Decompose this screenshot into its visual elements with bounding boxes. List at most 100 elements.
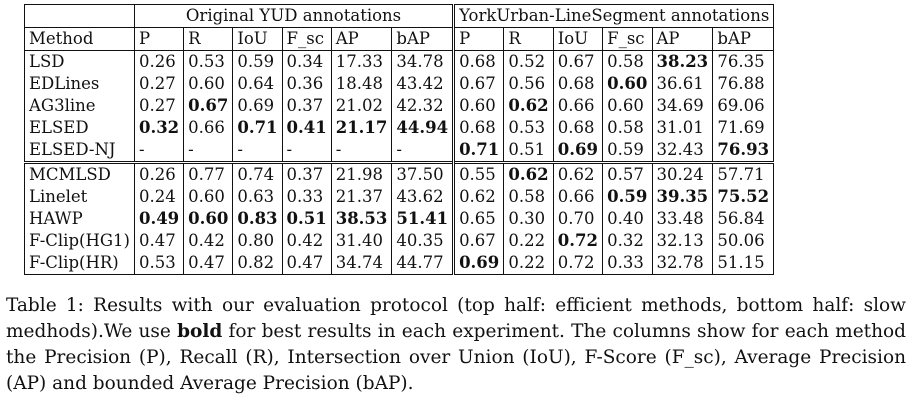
value-cell: 0.62 xyxy=(503,95,554,117)
value-cell: 0.62 xyxy=(503,161,554,186)
value-cell: 0.69 xyxy=(232,95,283,117)
column-header: bAP xyxy=(391,27,454,51)
value-cell: - xyxy=(232,139,283,163)
value-cell: 0.51 xyxy=(503,139,554,163)
value-cell: 34.74 xyxy=(330,252,392,275)
method-cell: AG3line xyxy=(29,96,96,115)
value-cell: 0.63 xyxy=(232,186,283,208)
column-header: R xyxy=(183,27,233,51)
table-row: LSD 0.26 0.53 0.59 0.34 17.33 34.78 0.68 0.52 0.6… xyxy=(24,50,774,73)
method-cell: Linelet xyxy=(29,187,88,206)
value-cell: 32.78 xyxy=(651,252,713,275)
value-cell: 0.66 xyxy=(552,95,603,117)
value-cell: 0.62 xyxy=(452,186,504,208)
caption-bold-word: bold xyxy=(177,321,223,342)
value-cell: 0.27 xyxy=(133,73,184,95)
value-cell: 0.32 xyxy=(133,117,184,139)
value-cell: 0.60 xyxy=(183,186,233,208)
value-cell: 56.84 xyxy=(712,208,774,230)
value-cell: 32.43 xyxy=(651,139,713,163)
value-cell: 0.51 xyxy=(281,208,332,230)
method-cell: ELSED-NJ xyxy=(29,140,116,159)
value-cell: 0.68 xyxy=(452,117,504,139)
value-cell: 0.53 xyxy=(133,252,184,275)
value-cell: 0.60 xyxy=(183,208,233,230)
caption-text-part2: for best results in each experiment. The… xyxy=(6,321,906,394)
value-cell: 0.24 xyxy=(133,186,184,208)
group-header-blank xyxy=(25,5,135,28)
value-cell: 0.69 xyxy=(452,252,504,275)
value-cell: 76.88 xyxy=(712,73,774,95)
value-cell: 0.53 xyxy=(503,117,554,139)
value-cell: 0.83 xyxy=(232,208,283,230)
value-cell: 0.37 xyxy=(281,95,332,117)
table-body: LSD 0.26 0.53 0.59 0.34 17.33 34.78 0.68 0.52 0.6… xyxy=(24,50,774,275)
value-cell: 44.77 xyxy=(391,252,454,275)
column-header: R xyxy=(503,27,554,51)
value-cell: 21.37 xyxy=(330,186,392,208)
value-cell: 51.15 xyxy=(712,252,774,275)
table-row: AG3line 0.27 0.67 0.69 0.37 21.02 42.32 0.60 0.6… xyxy=(25,95,774,117)
value-cell: 31.40 xyxy=(330,230,392,252)
value-cell: 0.58 xyxy=(602,117,652,139)
value-cell: 0.65 xyxy=(452,208,504,230)
column-header: IoU xyxy=(552,27,603,51)
value-cell: 75.52 xyxy=(712,186,774,208)
method-cell: F-Clip(HR) xyxy=(29,253,119,272)
value-cell: 69.06 xyxy=(712,95,774,117)
value-cell: 39.35 xyxy=(651,186,713,208)
results-table: Original YUD annotations YorkUrban-LineS… xyxy=(24,4,775,275)
value-cell: 0.71 xyxy=(232,117,283,139)
value-cell: 0.59 xyxy=(232,50,283,73)
table-caption: Table 1: Results with our evaluation pro… xyxy=(6,293,906,397)
value-cell: 31.01 xyxy=(651,117,713,139)
value-cell: - xyxy=(183,139,233,163)
value-cell: 0.62 xyxy=(552,161,603,186)
method-header: Method xyxy=(24,27,135,51)
value-cell: 0.53 xyxy=(183,50,233,73)
column-header: AP xyxy=(651,27,713,51)
column-header: bAP xyxy=(712,27,774,51)
value-cell: 0.70 xyxy=(552,208,603,230)
value-cell: 0.66 xyxy=(552,186,603,208)
value-cell: 0.36 xyxy=(281,73,332,95)
value-cell: 0.55 xyxy=(452,161,504,186)
value-cell: 0.32 xyxy=(602,230,652,252)
value-cell: 0.58 xyxy=(503,186,554,208)
table-row: F-Clip(HG1) 0.47 0.42 0.80 0.42 31.40 40.35 0.6… xyxy=(25,230,774,252)
column-header: P xyxy=(452,27,504,51)
value-cell: - xyxy=(330,139,392,163)
value-cell: 0.71 xyxy=(452,139,504,163)
value-cell: 0.22 xyxy=(503,230,554,252)
table-row: MCMLSD 0.26 0.77 0.74 0.37 21.98 37.50 0.55 0.62… xyxy=(24,161,774,186)
value-cell: 0.56 xyxy=(503,73,554,95)
value-cell: 0.60 xyxy=(602,95,652,117)
table-row: HAWP 0.49 0.60 0.83 0.51 38.53 51.41 0.65 0.30 0.… xyxy=(25,208,774,230)
value-cell: 18.48 xyxy=(330,73,392,95)
value-cell: 76.93 xyxy=(712,139,774,163)
value-cell: 0.72 xyxy=(552,230,603,252)
value-cell: 0.69 xyxy=(552,139,603,163)
table-row: Linelet 0.24 0.60 0.63 0.33 21.37 43.62 0.62 0.5… xyxy=(25,186,774,208)
column-header: F_sc xyxy=(602,27,652,51)
column-header: F_sc xyxy=(281,27,332,51)
table-row: F-Clip(HR) 0.53 0.47 0.82 0.47 34.74 44.77 0.69… xyxy=(25,252,774,275)
value-cell: 71.69 xyxy=(712,117,774,139)
value-cell: 0.40 xyxy=(602,208,652,230)
value-cell: 0.74 xyxy=(232,161,283,186)
value-cell: 0.59 xyxy=(602,186,652,208)
value-cell: - xyxy=(281,139,332,163)
value-cell: 34.69 xyxy=(651,95,713,117)
value-cell: 0.42 xyxy=(281,230,332,252)
value-cell: 40.35 xyxy=(391,230,454,252)
value-cell: 0.41 xyxy=(281,117,332,139)
value-cell: 0.42 xyxy=(183,230,233,252)
value-cell: 51.41 xyxy=(391,208,454,230)
value-cell: 0.22 xyxy=(503,252,554,275)
value-cell: 44.94 xyxy=(391,117,454,139)
value-cell: 0.60 xyxy=(183,73,233,95)
value-cell: 0.67 xyxy=(183,95,233,117)
value-cell: 33.48 xyxy=(651,208,713,230)
value-cell: 0.57 xyxy=(602,161,652,186)
value-cell: 32.13 xyxy=(651,230,713,252)
